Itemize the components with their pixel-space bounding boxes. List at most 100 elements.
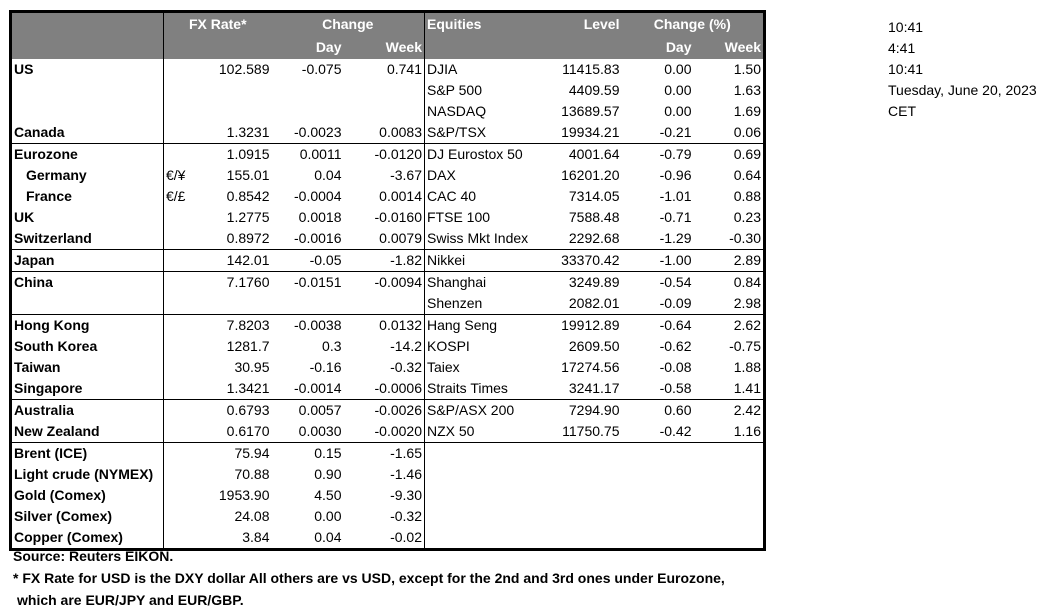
- currency-pair-symbol: [163, 378, 202, 400]
- table-row: NASDAQ 13689.57 0.00 1.69: [11, 101, 765, 122]
- country-label: New Zealand: [10, 421, 164, 443]
- header-week: Week: [343, 36, 425, 59]
- fx-change-week: 0.741: [386, 61, 422, 77]
- equity-change-week: 1.69: [733, 103, 761, 119]
- fx-change-day: 0.04: [314, 529, 342, 545]
- header-row-2: Day Week Day Week: [10, 36, 765, 59]
- equity-name: [424, 506, 547, 527]
- clock-panel: 10:41 4:41 10:41 Tuesday, June 20, 2023 …: [888, 17, 1037, 122]
- fx-change-week: [344, 101, 425, 122]
- fx-change-day: -0.0038: [294, 317, 342, 333]
- fx-rate: 0.8972: [201, 228, 272, 250]
- fx-rate: 1281.7: [226, 338, 270, 354]
- header-change-pct: Change (%): [621, 11, 765, 36]
- equity-change-week: [694, 464, 765, 485]
- country-label: Canada: [10, 122, 164, 144]
- fx-change-day: 0.0011: [299, 146, 342, 162]
- table-row: Eurozone 1.0915 0.0011 -0.0120 DJ Eurostox 5…: [11, 143, 765, 165]
- equity-name: Straits Times: [424, 378, 547, 400]
- fx-change-week: [343, 293, 425, 315]
- equity-name: DAX: [424, 165, 547, 186]
- equity-level: [547, 443, 622, 465]
- equity-level: 2292.68: [546, 228, 622, 250]
- equity-name: Shanghai: [424, 271, 547, 293]
- equity-change-day: -0.09: [621, 293, 694, 315]
- equity-level: [547, 464, 622, 485]
- fx-rate: 30.95: [234, 359, 270, 375]
- country-label: Silver (Comex): [14, 508, 113, 524]
- fx-change-day: -0.0016: [271, 228, 344, 250]
- fx-rate: 0.6793: [226, 402, 270, 418]
- fx-change-day: 0.3: [322, 338, 342, 354]
- country-label: Australia: [14, 402, 74, 418]
- fx-rate: 102.589: [218, 61, 270, 77]
- fx-change-day: 0.04: [314, 167, 342, 183]
- equity-level: 17274.56: [561, 359, 620, 375]
- fx-change-day: 0.0030: [271, 421, 344, 443]
- equity-change-day: -1.29: [621, 228, 694, 250]
- equity-name: Hang Seng: [424, 314, 547, 336]
- fx-rate: 0.6170: [201, 421, 272, 443]
- fx-change-day: -0.0004: [294, 188, 342, 204]
- fx-rate: 155.01: [226, 167, 270, 183]
- equity-level: 4409.59: [568, 82, 620, 98]
- market-data-table: FX Rate* Change Equities Level Change (%…: [9, 10, 766, 551]
- source-note: Source: Reuters EIKON.: [13, 548, 174, 564]
- fx-change-day: -0.0023: [271, 122, 344, 144]
- equity-change-week: 0.69: [733, 146, 761, 162]
- table-row: Germany €/¥ 155.01 0.04 -3.67 DAX 16201.20 -0.9…: [11, 165, 765, 186]
- equity-name: NZX 50: [424, 421, 547, 443]
- table-row: Singapore 1.3421 -0.0014 -0.0006 Straits Tim…: [10, 378, 765, 400]
- fx-change-day: 0.15: [314, 445, 342, 461]
- equity-change-week: 2.89: [693, 249, 765, 272]
- fx-change-week: [344, 80, 425, 101]
- fx-rate: 7.1760: [226, 274, 270, 290]
- country-label: France: [26, 188, 72, 204]
- country-label: South Korea: [14, 338, 98, 354]
- date: Tuesday, June 20, 2023: [888, 82, 1037, 98]
- equity-name: Swiss Mkt Index: [424, 228, 547, 250]
- equity-change-day: 0.60: [664, 402, 692, 418]
- equity-name: KOSPI: [424, 336, 547, 357]
- fx-change-week: -0.32: [390, 508, 422, 524]
- table-row: Switzerland 0.8972 -0.0016 0.0079 Swiss Mkt …: [10, 228, 765, 250]
- equity-level: 11415.83: [562, 61, 620, 77]
- header-fx-rate: FX Rate*: [163, 11, 272, 36]
- fx-change-day: 0.90: [314, 466, 342, 482]
- equity-level: 19934.21: [546, 122, 622, 144]
- currency-pair-symbol: [163, 527, 202, 550]
- fx-change-week: 0.0083: [343, 122, 425, 144]
- time-3: 10:41: [888, 61, 924, 77]
- fx-change-day: -0.05: [271, 249, 344, 272]
- fx-rate: 1.3231: [201, 122, 272, 144]
- fx-change-day: [272, 80, 344, 101]
- country-label: US: [14, 61, 34, 77]
- header-eq-week: Week: [693, 36, 765, 59]
- equity-change-week: 1.63: [733, 82, 761, 98]
- equity-level: 19912.89: [561, 317, 620, 333]
- equity-name: [424, 485, 547, 506]
- equity-change-week: 2.62: [733, 317, 761, 333]
- currency-pair-symbol: [163, 228, 202, 250]
- fx-change-week: -0.0026: [374, 402, 422, 418]
- fx-change-week: 0.0014: [379, 188, 422, 204]
- equity-change-day: [622, 485, 694, 506]
- fx-change-week: -0.0006: [343, 378, 425, 400]
- header-change: Change: [271, 11, 425, 36]
- equity-name: [424, 442, 547, 464]
- fx-change-day: -0.16: [309, 359, 342, 375]
- table-row: New Zealand 0.6170 0.0030 -0.0020 NZX 50 1175…: [10, 421, 765, 443]
- equity-change-week: 0.84: [733, 274, 761, 290]
- country-label: Germany: [26, 167, 87, 183]
- equity-level: 7314.05: [568, 188, 620, 204]
- fx-change-day: 4.50: [314, 487, 342, 503]
- country-label: [10, 293, 164, 315]
- header-equities: Equities: [424, 11, 547, 36]
- equity-level: 2609.50: [568, 338, 620, 354]
- equity-level: 3249.89: [568, 274, 620, 290]
- equity-name: FTSE 100: [424, 207, 547, 228]
- table-row: Gold (Comex) 1953.90 4.50 -9.30: [11, 485, 765, 506]
- fx-change-week: -9.30: [390, 487, 422, 503]
- equity-change-week: 0.64: [733, 167, 761, 183]
- fx-change-week: -0.02: [390, 529, 422, 545]
